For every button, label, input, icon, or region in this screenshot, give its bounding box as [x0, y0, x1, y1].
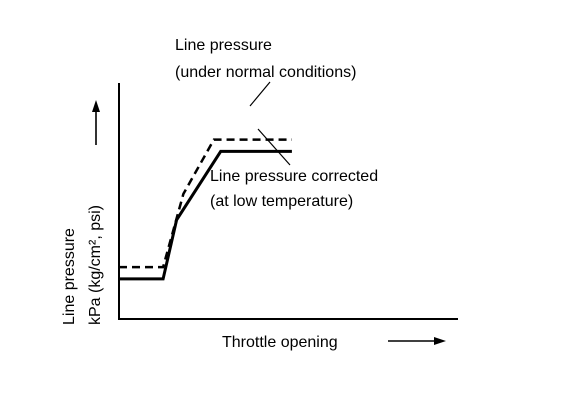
- corrected-series-leader: [257, 128, 291, 166]
- corrected-series-label-line1: Line pressure corrected: [210, 168, 378, 185]
- normal-series-label-line2: (under normal conditions): [175, 64, 356, 81]
- x-axis-label: Throttle opening: [222, 334, 338, 351]
- normal-series-label-line1: Line pressure: [175, 37, 272, 54]
- y-axis-arrow-head: [92, 100, 100, 112]
- corrected-series-label-line2: (at low temperature): [210, 193, 353, 210]
- normal-conditions-callout: Line pressure (under normal conditions): [175, 37, 356, 107]
- y-axis-title: Line pressure kPa (kg/cm², psi): [61, 100, 104, 325]
- axes: [118, 83, 458, 320]
- series-line-normal-conditions: [119, 138, 292, 269]
- series-layer: [119, 138, 292, 281]
- x-axis-arrow-head: [434, 337, 446, 345]
- y-axis-label-line2: kPa (kg/cm², psi): [87, 205, 104, 325]
- series-line-low-temperature: [119, 149, 292, 281]
- x-axis-title: Throttle opening: [222, 334, 446, 351]
- y-axis-label-line1: Line pressure: [61, 228, 78, 325]
- normal-series-leader: [249, 81, 271, 107]
- low-temperature-callout: Line pressure corrected (at low temperat…: [210, 128, 378, 210]
